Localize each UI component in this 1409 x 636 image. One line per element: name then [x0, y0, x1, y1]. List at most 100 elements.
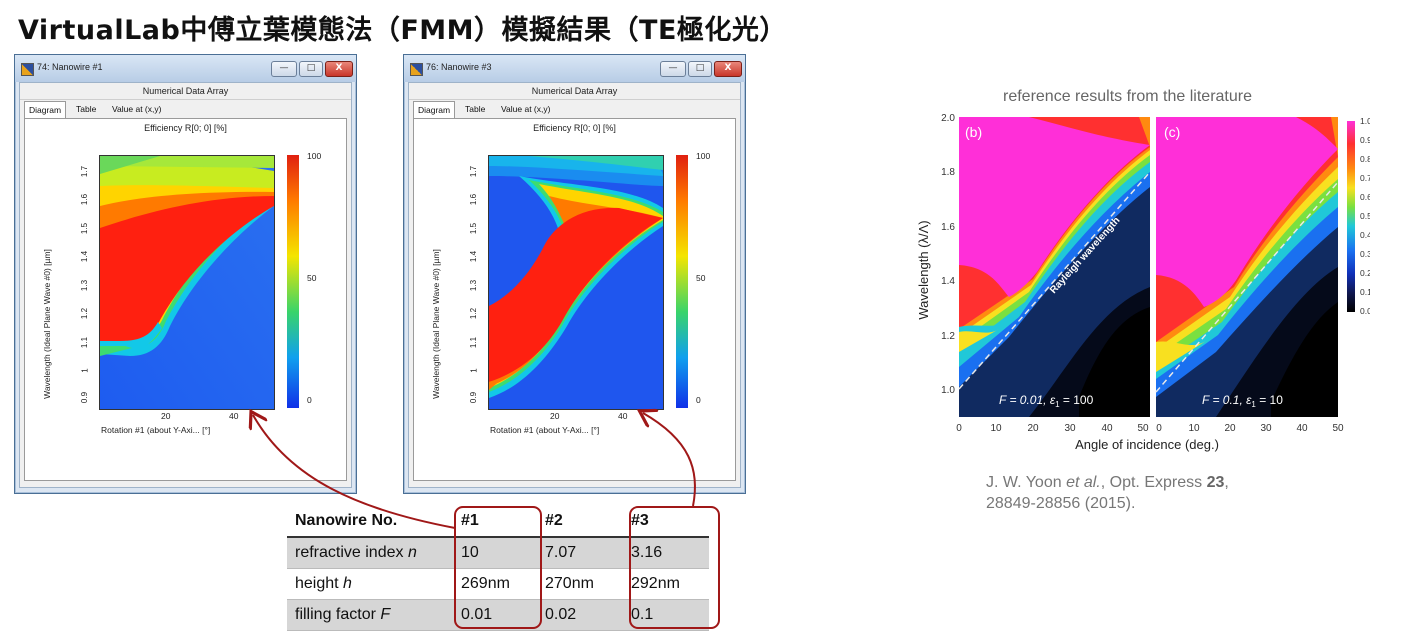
svg-text:30: 30: [1260, 423, 1272, 434]
svg-text:0.3: 0.3: [1360, 249, 1370, 259]
table-cell: 270nm: [537, 568, 623, 600]
row-label: refractive index n: [287, 537, 453, 569]
window-title: 76: Nanowire #3: [426, 62, 492, 72]
svg-text:50: 50: [1137, 423, 1149, 434]
svg-text:1.0: 1.0: [1360, 116, 1370, 126]
app-icon: [410, 63, 423, 76]
table-cell: 269nm: [453, 568, 537, 600]
colorbar: [676, 155, 688, 408]
row-label: filling factor F: [287, 599, 453, 631]
colorbar-label: 100: [696, 151, 711, 161]
reference-y-axis-label: Wavelength (λ/Λ): [916, 220, 931, 319]
panel-parameters: F = 0.1, ε1 = 10: [1202, 393, 1283, 409]
x-axis-label: Rotation #1 (about Y-Axi... [°]: [101, 425, 211, 435]
table-cell: 0.1: [623, 599, 709, 631]
svg-text:1.4: 1.4: [941, 276, 955, 287]
window-body: Numerical Data Array Diagram Table Value…: [408, 82, 741, 488]
colorbar-label: 0: [696, 395, 701, 405]
svg-text:50: 50: [1332, 423, 1344, 434]
table-cell: 7.07: [537, 537, 623, 569]
x-axis-ticks: 0 10 20 30 40 50 0 10 20 30 40 50: [956, 423, 1344, 434]
svg-text:0.7: 0.7: [1360, 173, 1370, 183]
nanowire-1-window[interactable]: 74: Nanowire #1 — □ X Numerical Data Arr…: [14, 54, 357, 494]
table-row: filling factor F 0.01 0.02 0.1: [287, 599, 709, 631]
highlight-box-nanowire-1: [454, 506, 542, 629]
diagram-area: Efficiency R[0; 0] [%] Wavelength (Ideal…: [24, 118, 347, 481]
svg-text:0.8: 0.8: [1360, 154, 1370, 164]
window-subtitle: Numerical Data Array: [20, 83, 351, 100]
x-tick: 40: [229, 411, 239, 421]
x-tick: 40: [618, 411, 628, 421]
x-tick: 20: [550, 411, 560, 421]
panel-label: (c): [1164, 124, 1180, 140]
table-cell: 10: [453, 537, 537, 569]
svg-text:0.4: 0.4: [1360, 230, 1370, 240]
svg-text:0.9: 0.9: [1360, 135, 1370, 145]
reference-citation: J. W. Yoon et al., Opt. Express 23, 2884…: [986, 474, 1229, 512]
svg-text:30: 30: [1064, 423, 1076, 434]
table-cell: 0.01: [453, 599, 537, 631]
page-title: VirtualLab中傅立葉模態法（FMM）模擬結果（TE極化光）: [18, 15, 787, 46]
svg-text:0.6: 0.6: [1360, 192, 1370, 202]
window-body: Numerical Data Array Diagram Table Value…: [19, 82, 352, 488]
row-label: height h: [287, 568, 453, 600]
table-header-row: Nanowire No. #1 #2 #3: [287, 506, 709, 538]
panel-parameters: F = 0.01, ε1 = 100: [999, 393, 1094, 409]
chart-title: Efficiency R[0; 0] [%]: [144, 123, 227, 133]
window-titlebar[interactable]: 76: Nanowire #3 — □ X: [404, 55, 745, 82]
maximize-button[interactable]: □: [688, 61, 712, 77]
nanowire-3-window[interactable]: 76: Nanowire #3 — □ X Numerical Data Arr…: [403, 54, 746, 494]
table-row: refractive index n 10 7.07 3.16: [287, 537, 709, 569]
diagram-area: Efficiency R[0; 0] [%] Wavelength (Ideal…: [413, 118, 736, 481]
table-cell: 292nm: [623, 568, 709, 600]
svg-text:0.2: 0.2: [1360, 268, 1370, 278]
window-titlebar[interactable]: 74: Nanowire #1 — □ X: [15, 55, 356, 82]
svg-text:20: 20: [1224, 423, 1236, 434]
panel-label: (b): [965, 124, 982, 140]
table-row: height h 269nm 270nm 292nm: [287, 568, 709, 600]
maximize-button[interactable]: □: [299, 61, 323, 77]
colorbar: [287, 155, 299, 408]
window-subtitle: Numerical Data Array: [409, 83, 740, 100]
efficiency-heatmap[interactable]: [99, 155, 275, 410]
colorbar-label: 50: [696, 273, 706, 283]
table-cell: 3.16: [623, 537, 709, 569]
svg-text:10: 10: [990, 423, 1002, 434]
tab-value-at[interactable]: Value at (x,y): [112, 104, 162, 114]
reference-figure: (b) F = 0.01, ε1 = 100 Rayleigh waveleng…: [916, 113, 1370, 452]
tab-diagram[interactable]: Diagram: [24, 101, 67, 118]
svg-text:40: 40: [1101, 423, 1113, 434]
panel-c: (c) F = 0.1, ε1 = 10: [1155, 117, 1339, 417]
close-button[interactable]: X: [325, 61, 353, 77]
tab-table[interactable]: Table: [76, 104, 97, 114]
svg-text:10: 10: [1188, 423, 1200, 434]
tab-value-at[interactable]: Value at (x,y): [501, 104, 551, 114]
close-button[interactable]: X: [714, 61, 742, 77]
header-cell: Nanowire No.: [287, 506, 453, 538]
svg-text:0.0: 0.0: [1360, 306, 1370, 316]
panel-b: (b) F = 0.01, ε1 = 100 Rayleigh waveleng…: [958, 117, 1151, 417]
arrow-to-nanowire-3: [643, 413, 696, 507]
minimize-button[interactable]: —: [271, 61, 297, 77]
table-cell: 0.02: [537, 599, 623, 631]
colorbar-label: 50: [307, 273, 317, 283]
efficiency-heatmap[interactable]: [488, 155, 664, 410]
svg-text:0: 0: [956, 423, 962, 434]
window-title: 74: Nanowire #1: [37, 62, 103, 72]
tab-table[interactable]: Table: [465, 104, 486, 114]
minimize-button[interactable]: —: [660, 61, 686, 77]
header-cell: #1: [453, 506, 537, 538]
svg-text:1.8: 1.8: [941, 167, 955, 178]
svg-text:2.0: 2.0: [941, 113, 955, 124]
x-tick: 20: [161, 411, 171, 421]
svg-text:1.6: 1.6: [941, 222, 955, 233]
reference-colorbar: [1347, 121, 1355, 312]
svg-text:40: 40: [1296, 423, 1308, 434]
reference-x-axis-label: Angle of incidence (deg.): [1075, 437, 1219, 452]
svg-text:0.5: 0.5: [1360, 211, 1370, 221]
svg-text:20: 20: [1027, 423, 1039, 434]
svg-text:0.1: 0.1: [1360, 287, 1370, 297]
tab-diagram[interactable]: Diagram: [413, 101, 456, 118]
app-icon: [21, 63, 34, 76]
highlight-box-nanowire-3: [629, 506, 720, 629]
